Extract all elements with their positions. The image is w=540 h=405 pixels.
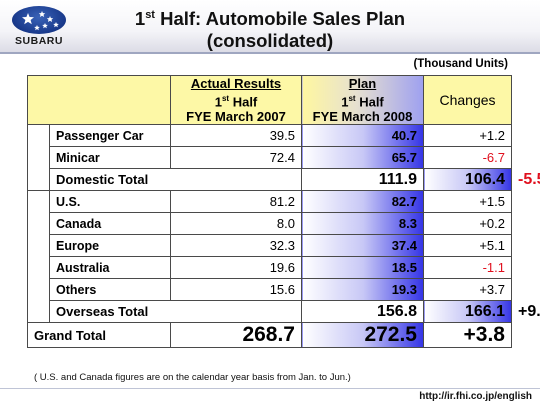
plan-value: 166.1 bbox=[423, 300, 512, 324]
header-changes: Changes bbox=[423, 74, 512, 126]
change-value: +5.1 bbox=[423, 234, 512, 258]
header-actual-half: Half bbox=[229, 94, 258, 110]
row-label: Passenger Car bbox=[49, 124, 171, 148]
plan-value: 106.4 bbox=[423, 168, 512, 192]
header-plan-line1: Plan bbox=[348, 76, 377, 91]
units-label: (Thousand Units) bbox=[413, 58, 508, 70]
row-label: Overseas Total bbox=[49, 300, 302, 324]
site-url[interactable]: http://ir.fhi.co.jp/english bbox=[419, 391, 532, 402]
header-actual-line1: Actual Results bbox=[190, 76, 282, 91]
group-indent-cell bbox=[27, 190, 50, 324]
header-actual: Actual Results 1st Half FYE March 2007 bbox=[170, 74, 302, 126]
grand-total-row: Grand Total 268.7 272.5 +3.8 bbox=[27, 322, 512, 349]
change-value: -1.1 bbox=[423, 256, 512, 280]
brand-wordmark: SUBARU bbox=[15, 35, 63, 47]
plan-value: 37.4 bbox=[301, 234, 424, 258]
header-plan-sup: st bbox=[348, 94, 356, 103]
page-title: 1st Half: Automobile Sales Plan (consoli… bbox=[80, 4, 460, 52]
table-row-canada: Canada 8.0 8.3 +0.2 bbox=[28, 212, 512, 236]
plan-value: 8.3 bbox=[301, 212, 424, 236]
sales-table-body: Actual Results 1st Half FYE March 2007 P… bbox=[27, 74, 540, 349]
table-row-australia: Australia 19.6 18.5 -1.1 bbox=[28, 256, 512, 280]
header-plan-num: 1 bbox=[341, 94, 349, 110]
change-value: +3.7 bbox=[423, 278, 512, 302]
header-plan-line3: FYE March 2008 bbox=[312, 109, 413, 125]
plan-value: 82.7 bbox=[301, 190, 424, 214]
row-label: Domestic Total bbox=[49, 168, 302, 192]
actual-value: 19.6 bbox=[170, 256, 302, 280]
actual-value: 32.3 bbox=[170, 234, 302, 258]
header-plan: Plan 1st Half FYE March 2008 bbox=[301, 74, 424, 126]
table-row-u-s: U.S. 81.2 82.7 +1.5 bbox=[27, 190, 512, 324]
change-value: +0.2 bbox=[423, 212, 512, 236]
pleiades-stars-icon bbox=[12, 6, 66, 34]
table-row-minicar: Minicar 72.4 65.7 -6.7 bbox=[28, 146, 512, 170]
header-actual-line3: FYE March 2007 bbox=[186, 109, 286, 125]
plan-value: 65.7 bbox=[301, 146, 424, 170]
title-sup: st bbox=[145, 9, 155, 21]
table-row-passenger-car: Passenger Car 39.5 40.7 +1.2 bbox=[27, 124, 512, 192]
subaru-logo: SUBARU bbox=[7, 6, 71, 50]
title-line-2: (consolidated) bbox=[206, 30, 334, 52]
row-label: Grand Total bbox=[27, 322, 171, 349]
table-row-others: Others 15.6 19.3 +3.7 bbox=[28, 278, 512, 302]
sales-table: Actual Results 1st Half FYE March 2007 P… bbox=[27, 74, 540, 349]
actual-value: 111.9 bbox=[301, 168, 424, 192]
actual-value: 268.7 bbox=[170, 322, 302, 349]
plan-value: 19.3 bbox=[301, 278, 424, 302]
title-num: 1 bbox=[134, 8, 146, 30]
plan-value: 18.5 bbox=[301, 256, 424, 280]
table-row-europe: Europe 32.3 37.4 +5.1 bbox=[28, 234, 512, 258]
footer-divider bbox=[0, 388, 540, 389]
actual-value: 39.5 bbox=[170, 124, 302, 148]
change-value: +1.5 bbox=[423, 190, 512, 214]
row-label: Europe bbox=[49, 234, 171, 258]
title-line-1: 1st Half: Automobile Sales Plan bbox=[80, 4, 460, 30]
change-value: +1.2 bbox=[423, 124, 512, 148]
row-label: Canada bbox=[49, 212, 171, 236]
row-label: Minicar bbox=[49, 146, 171, 170]
plan-value: 272.5 bbox=[301, 322, 424, 349]
row-label: Australia bbox=[49, 256, 171, 280]
actual-value: 156.8 bbox=[301, 300, 424, 324]
header-actual-num: 1 bbox=[214, 94, 222, 110]
title-divider bbox=[0, 52, 540, 54]
actual-value: 8.0 bbox=[170, 212, 302, 236]
change-value: -6.7 bbox=[423, 146, 512, 170]
actual-value: 81.2 bbox=[170, 190, 302, 214]
plan-value: 40.7 bbox=[301, 124, 424, 148]
row-label: U.S. bbox=[49, 190, 171, 214]
header-blank-cell bbox=[27, 74, 171, 126]
title-text: Half: Automobile Sales Plan bbox=[154, 8, 406, 30]
footnote: ( U.S. and Canada figures are on the cal… bbox=[34, 372, 351, 383]
table-header-row: Actual Results 1st Half FYE March 2007 P… bbox=[27, 74, 512, 126]
header-plan-half: Half bbox=[355, 94, 384, 110]
actual-value: 72.4 bbox=[170, 146, 302, 170]
row-label: Others bbox=[49, 278, 171, 302]
group-indent-cell bbox=[27, 124, 50, 192]
change-value: +3.8 bbox=[423, 322, 512, 349]
actual-value: 15.6 bbox=[170, 278, 302, 302]
title-band bbox=[0, 0, 540, 52]
header-actual-sup: st bbox=[221, 94, 230, 103]
